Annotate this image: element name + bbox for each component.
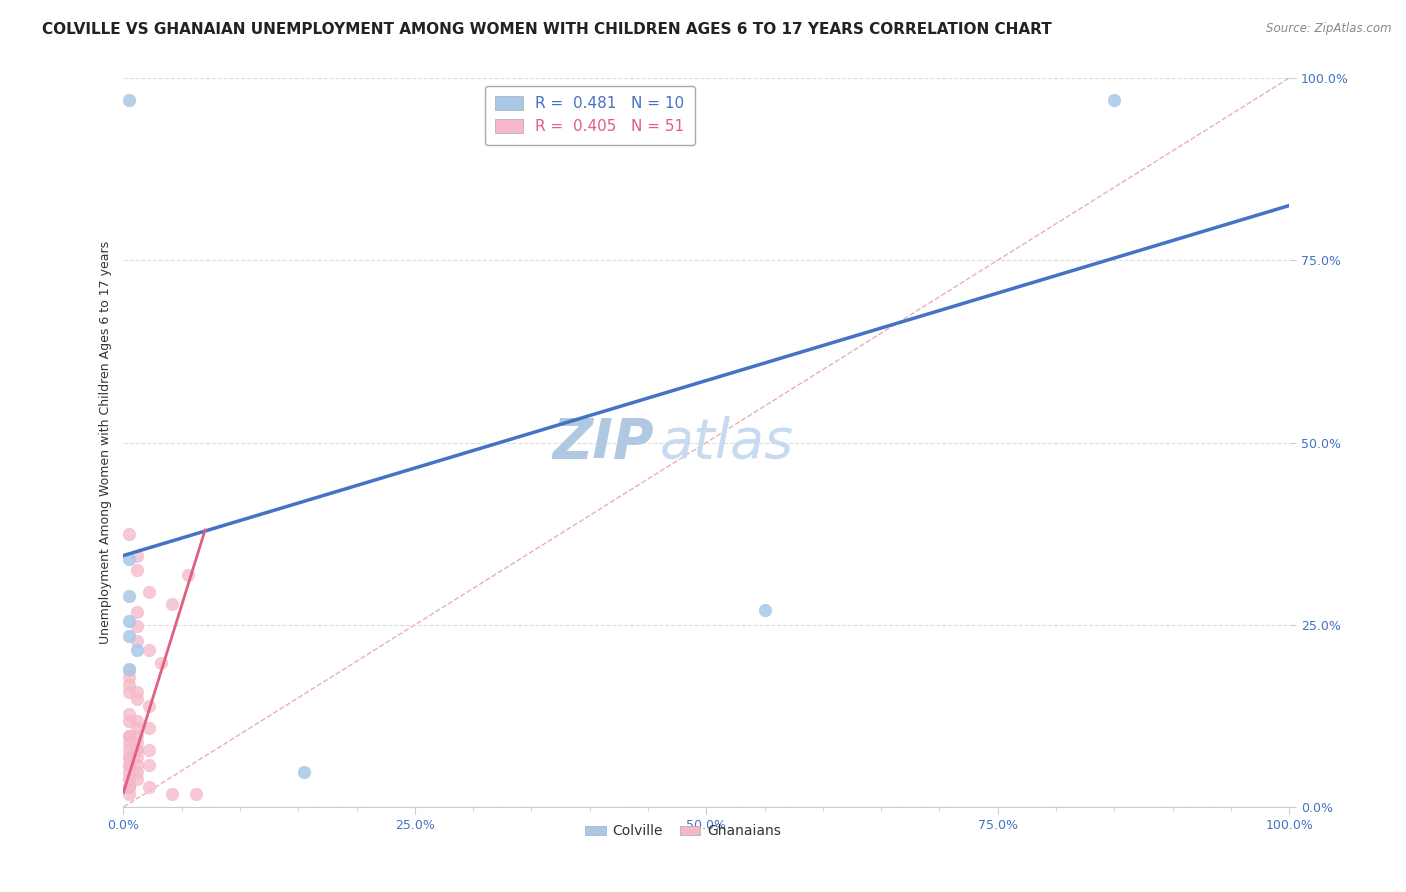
- Point: [118, 589, 141, 603]
- Point: [118, 526, 141, 541]
- Point: [754, 603, 776, 617]
- Point: [118, 677, 141, 691]
- Point: [118, 757, 141, 772]
- Point: [162, 598, 184, 612]
- Point: [127, 692, 149, 706]
- Point: [127, 765, 149, 780]
- Text: ZIP: ZIP: [553, 416, 654, 469]
- Point: [127, 563, 149, 577]
- Point: [127, 633, 149, 648]
- Point: [118, 750, 141, 764]
- Point: [138, 780, 160, 794]
- Point: [118, 736, 141, 750]
- Point: [118, 772, 141, 787]
- Point: [118, 661, 141, 675]
- Point: [138, 721, 160, 735]
- Y-axis label: Unemployment Among Women with Children Ages 6 to 17 years: Unemployment Among Women with Children A…: [100, 241, 112, 644]
- Point: [138, 643, 160, 657]
- Point: [127, 643, 149, 657]
- Point: [118, 670, 141, 684]
- Point: [118, 685, 141, 699]
- Point: [118, 729, 141, 743]
- Point: [127, 721, 149, 735]
- Point: [118, 787, 141, 801]
- Text: atlas: atlas: [659, 416, 793, 469]
- Point: [127, 772, 149, 787]
- Point: [127, 736, 149, 750]
- Point: [127, 549, 149, 563]
- Point: [138, 757, 160, 772]
- Point: [127, 743, 149, 757]
- Point: [127, 714, 149, 728]
- Text: COLVILLE VS GHANAIAN UNEMPLOYMENT AMONG WOMEN WITH CHILDREN AGES 6 TO 17 YEARS C: COLVILLE VS GHANAIAN UNEMPLOYMENT AMONG …: [42, 22, 1052, 37]
- Point: [118, 780, 141, 794]
- Point: [138, 585, 160, 599]
- Point: [118, 765, 141, 780]
- Point: [138, 699, 160, 714]
- Point: [118, 614, 141, 628]
- Point: [118, 706, 141, 721]
- Point: [118, 743, 141, 757]
- Point: [184, 787, 207, 801]
- Point: [118, 772, 141, 787]
- Text: Source: ZipAtlas.com: Source: ZipAtlas.com: [1267, 22, 1392, 36]
- Point: [127, 685, 149, 699]
- Point: [118, 780, 141, 794]
- Point: [127, 619, 149, 633]
- Point: [127, 750, 149, 764]
- Point: [1104, 93, 1126, 107]
- Point: [118, 714, 141, 728]
- Point: [127, 605, 149, 619]
- Point: [118, 750, 141, 764]
- Point: [127, 757, 149, 772]
- Point: [118, 780, 141, 794]
- Point: [176, 568, 198, 582]
- Point: [118, 93, 141, 107]
- Point: [118, 663, 141, 677]
- Legend: Colville, Ghanaians: Colville, Ghanaians: [579, 819, 787, 844]
- Point: [162, 787, 184, 801]
- Point: [127, 743, 149, 757]
- Point: [127, 729, 149, 743]
- Point: [292, 765, 315, 780]
- Point: [118, 629, 141, 643]
- Point: [118, 729, 141, 743]
- Point: [149, 656, 172, 670]
- Point: [138, 743, 160, 757]
- Point: [118, 757, 141, 772]
- Point: [118, 552, 141, 566]
